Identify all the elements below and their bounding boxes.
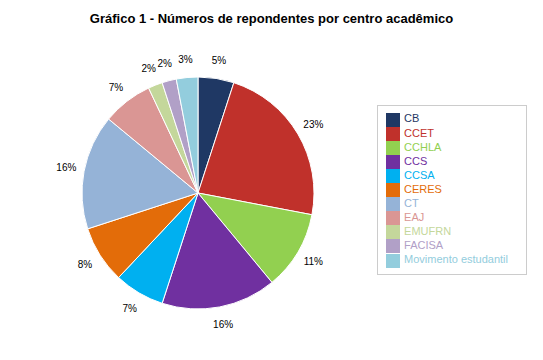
svg-text:2%: 2%: [157, 58, 172, 69]
html-text:FACISA: FACISA: [404, 239, 444, 252]
svg-text:16%: 16%: [56, 162, 76, 173]
html-text:CT: CT: [404, 197, 419, 209]
svg-text:7%: 7%: [109, 82, 124, 93]
html-text:EAJ: EAJ: [404, 211, 425, 224]
html-text:CB: CB: [404, 112, 420, 125]
svg-text:7%: 7%: [123, 303, 138, 314]
svg-text:3%: 3%: [178, 54, 193, 65]
svg-text:23%: 23%: [303, 119, 323, 130]
html-text:Gráfico 1 - Números de reponde: Gráfico 1 - Números de repondentes por c…: [89, 11, 454, 26]
svg-text:8%: 8%: [78, 259, 93, 270]
svg-text:16%: 16%: [213, 319, 233, 330]
svg-text:5%: 5%: [212, 55, 227, 66]
html-text:EMUFRN: EMUFRN: [404, 225, 452, 238]
svg-text:11%: 11%: [304, 256, 323, 267]
html-text:CCHLA: CCHLA: [404, 140, 442, 153]
svg-text:2%: 2%: [141, 63, 156, 74]
html-text:CERES: CERES: [404, 183, 442, 195]
html-text:Movimento estudantil: Movimento estudantil: [404, 253, 508, 266]
html-text:CCSA: CCSA: [404, 168, 435, 181]
html-text:CCET: CCET: [404, 126, 434, 139]
html-text:CCS: CCS: [404, 154, 428, 167]
